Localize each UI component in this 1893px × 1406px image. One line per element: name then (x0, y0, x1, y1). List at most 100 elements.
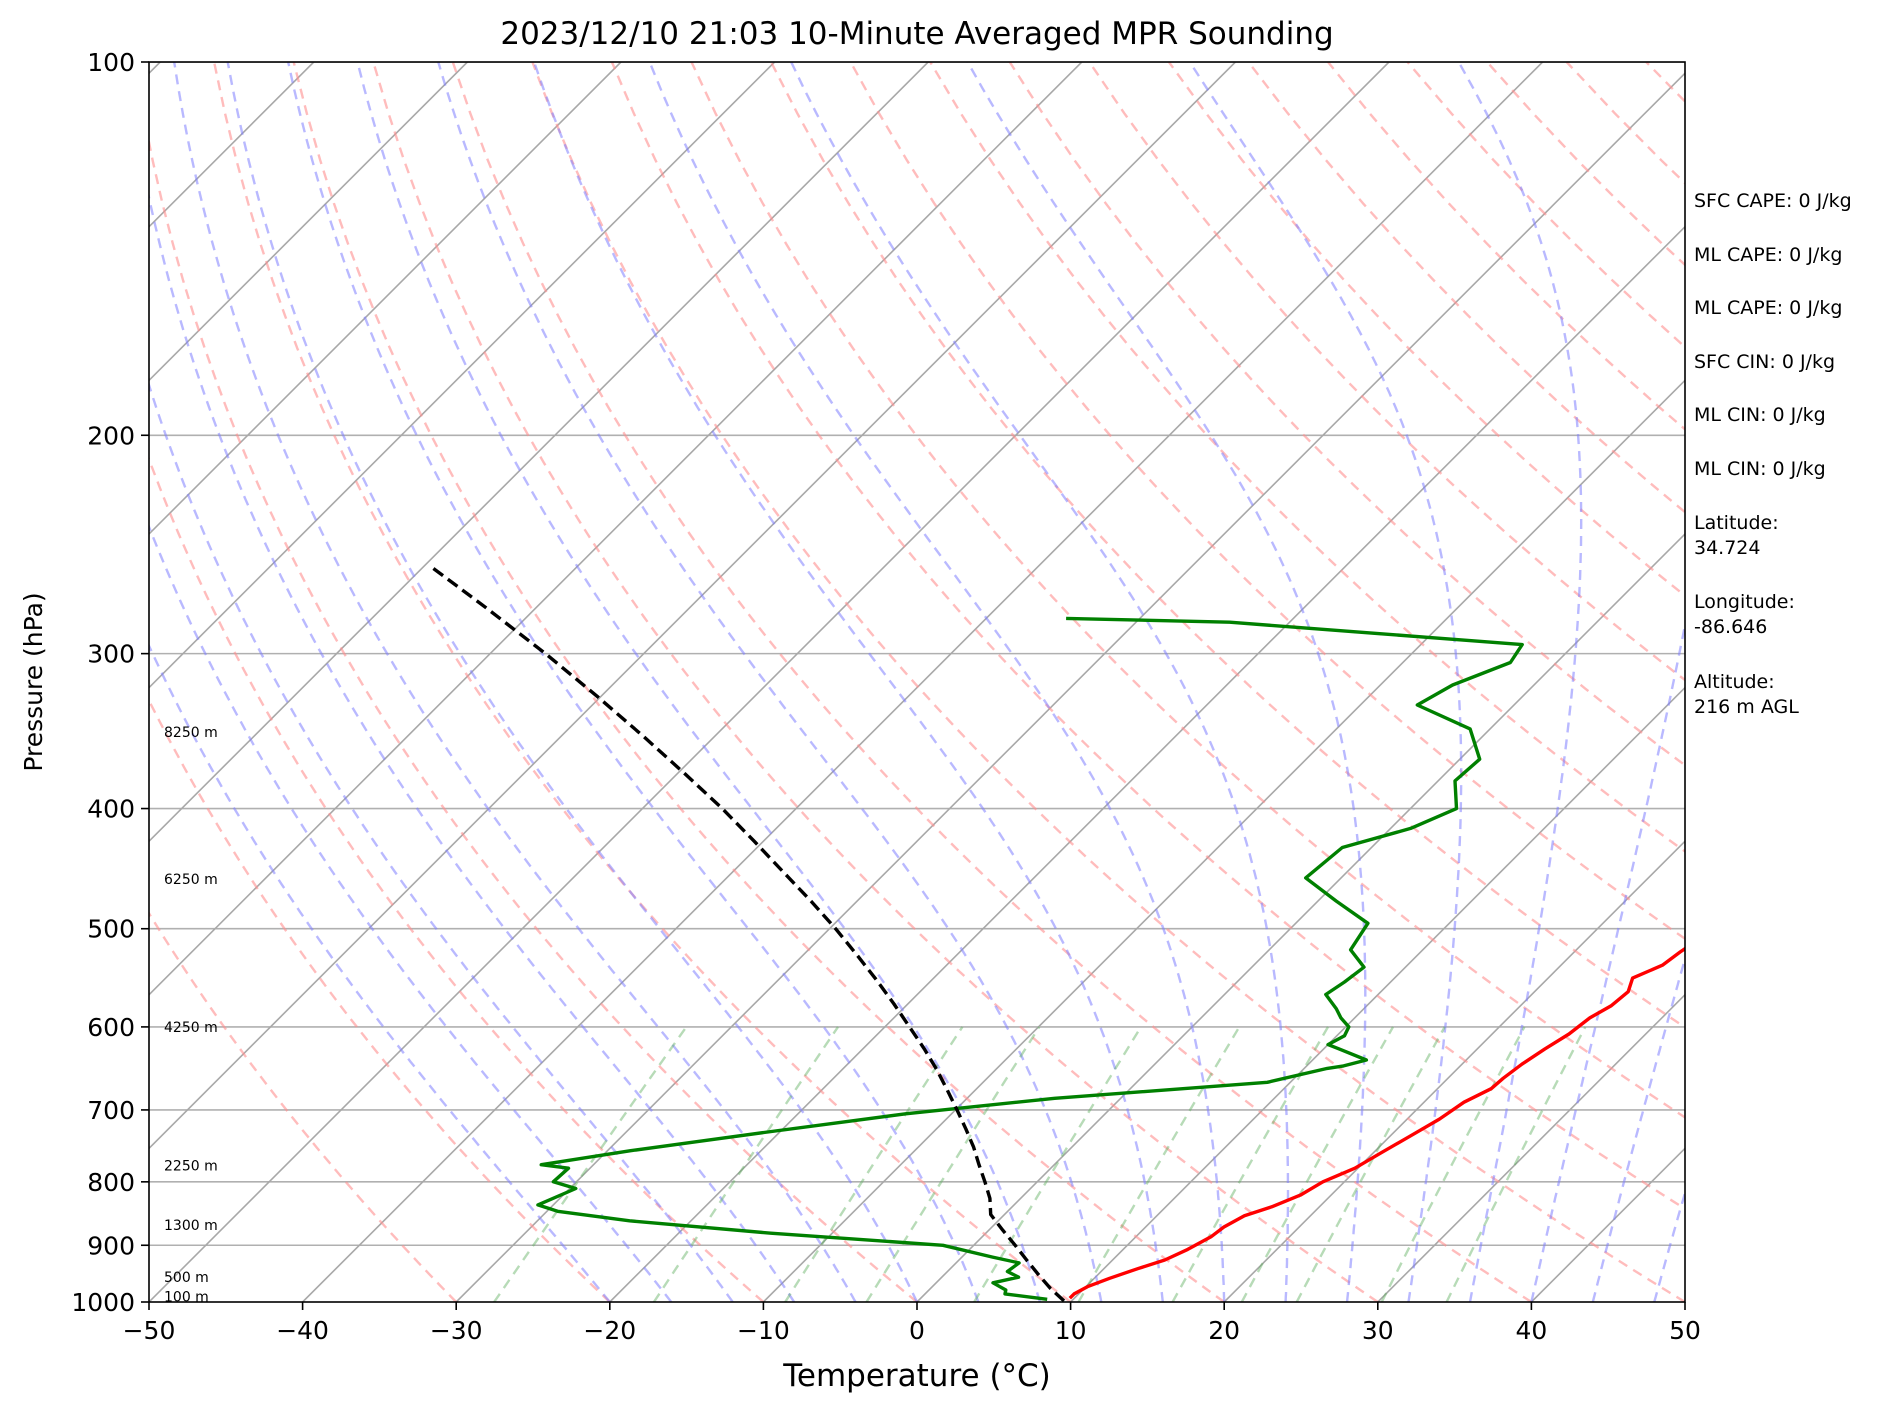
moist-adiabat-line (1457, 62, 1583, 1302)
mixing-ratio-line (1445, 1026, 1587, 1302)
y-tick-label: 500 (87, 915, 135, 944)
isotherm-line (1070, 686, 1685, 1302)
height-label: 8250 m (164, 725, 218, 741)
dry-adiabat-line (1167, 62, 1685, 598)
mixing-ratio-line (865, 1026, 1041, 1302)
mixing-ratio-line (1295, 1026, 1446, 1302)
x-tick-label: 40 (1515, 1316, 1547, 1345)
longitude-value: -86.646 (1694, 616, 1768, 638)
x-tick-label: 50 (1669, 1316, 1701, 1345)
isotherm-line (302, 62, 1544, 1302)
chart-title: 2023/12/10 21:03 10-Minute Averaged MPR … (500, 16, 1333, 52)
latitude-label: Latitude: (1694, 512, 1779, 534)
dry-adiabat-line (149, 455, 765, 1302)
ml-cin-text: ML CIN: 0 J/kg (1694, 404, 1826, 426)
mixing-ratio-line (1380, 1026, 1526, 1302)
moist-adiabat-line (149, 191, 796, 1302)
mixing-ratio-line (493, 1026, 688, 1302)
height-labels: 100 m 500 m 1300 m 2250 m 4250 m 6250 m 8250 m (164, 725, 218, 1306)
dry-adiabat-line (849, 62, 1685, 941)
dry-adiabat-line (690, 62, 1685, 1119)
x-tick-label: −50 (123, 1316, 176, 1345)
background-lines (0, 62, 1685, 1302)
height-label: 1300 m (164, 1218, 218, 1234)
moist-adiabat-line (966, 62, 1367, 1302)
moist-adiabat-line (149, 523, 673, 1302)
altitude-label: Altitude: (1694, 671, 1775, 693)
mixing-ratio-line (652, 1026, 839, 1302)
dry-adiabat-line (1008, 62, 1685, 767)
height-label: 500 m (164, 1270, 209, 1286)
x-tick-label: 10 (1055, 1316, 1087, 1345)
longitude-label: Longitude: (1694, 591, 1795, 613)
axis-ticks: −50 −40 −30 −20 −10 0 10 20 30 40 50 100 200 300 400 50… (71, 48, 1701, 1345)
mixing-ratio-line (1077, 1026, 1241, 1302)
ml-cin-text-2: ML CIN: 0 J/kg (1694, 458, 1826, 480)
isotherm-line (149, 62, 468, 382)
x-tick-label: −40 (276, 1316, 329, 1345)
y-tick-label: 200 (87, 421, 135, 450)
isotherm-line (149, 62, 1390, 1302)
isotherm-line (149, 62, 776, 689)
y-tick-label: 100 (87, 48, 135, 77)
moist-adiabat-line (1188, 62, 1463, 1302)
moist-adiabat-line (437, 62, 1103, 1302)
moist-adiabat-line (149, 381, 734, 1302)
y-tick-label: 600 (87, 1013, 135, 1042)
moist-adiabat-line (356, 62, 1042, 1302)
isotherm-line (149, 62, 1083, 996)
y-tick-label: 900 (87, 1231, 135, 1260)
moist-adiabat-line (287, 62, 980, 1302)
dewpoint-profile-line (536, 616, 1524, 1301)
height-label: 4250 m (164, 1020, 218, 1036)
height-label: 6250 m (164, 872, 218, 888)
isotherm-line (0, 62, 7, 1302)
altitude-value: 216 m AGL (1694, 696, 1799, 718)
x-tick-label: −10 (737, 1316, 790, 1345)
dry-adiabat-line (149, 697, 611, 1302)
isotherm-line (762, 379, 1685, 1302)
moist-adiabat-line (1530, 618, 1685, 1302)
y-tick-label: 800 (87, 1168, 135, 1197)
mixing-ratio-line (784, 1026, 964, 1302)
y-axis-label: Pressure (hPa) (19, 592, 48, 771)
moist-adiabat-line (648, 62, 1226, 1302)
sounding-profiles (429, 564, 1685, 1302)
isotherm-line (149, 62, 622, 536)
isotherm-line (1377, 993, 1685, 1302)
temperature-profile-line (1068, 946, 1685, 1300)
dry-adiabat-line (149, 136, 918, 1302)
isotherm-line (609, 225, 1685, 1302)
dry-adiabat-line (451, 62, 1533, 1302)
x-tick-label: −20 (583, 1316, 636, 1345)
isotherm-line (1223, 840, 1685, 1302)
moist-adiabat-line (173, 62, 857, 1302)
x-axis-label: Temperature (°C) (782, 1358, 1051, 1394)
parcel-profile-line (429, 564, 1066, 1302)
moist-adiabat-line (226, 62, 919, 1302)
plot-frame (148, 61, 1686, 1303)
moist-adiabat-line (1653, 1188, 1685, 1302)
moist-adiabat-line (790, 62, 1290, 1302)
dry-adiabat-line (531, 62, 1685, 1302)
mixing-ratio-line (973, 1026, 1143, 1302)
sfc-cin-text: SFC CIN: 0 J/kg (1694, 351, 1836, 373)
sfc-cape-text: SFC CAPE: 0 J/kg (1694, 190, 1852, 212)
y-tick-label: 1000 (71, 1288, 135, 1317)
isotherm-line (149, 62, 1236, 1150)
isotherm-line (149, 62, 929, 843)
mixing-ratio-line (1171, 1026, 1330, 1302)
moist-adiabat-line (1591, 954, 1685, 1302)
moist-adiabat-line (149, 643, 611, 1302)
x-tick-label: −30 (430, 1316, 483, 1345)
dry-adiabat-line (149, 911, 458, 1302)
dry-adiabat-line (770, 62, 1685, 1029)
dry-adiabat-line (212, 62, 1072, 1302)
mixing-ratio-line (1240, 1026, 1395, 1302)
dry-adiabat-line (292, 62, 1225, 1302)
height-label: 2250 m (164, 1158, 218, 1174)
dry-adiabat-line (610, 62, 1685, 1211)
moist-adiabat-line (532, 62, 1164, 1302)
x-tick-label: 0 (909, 1316, 925, 1345)
